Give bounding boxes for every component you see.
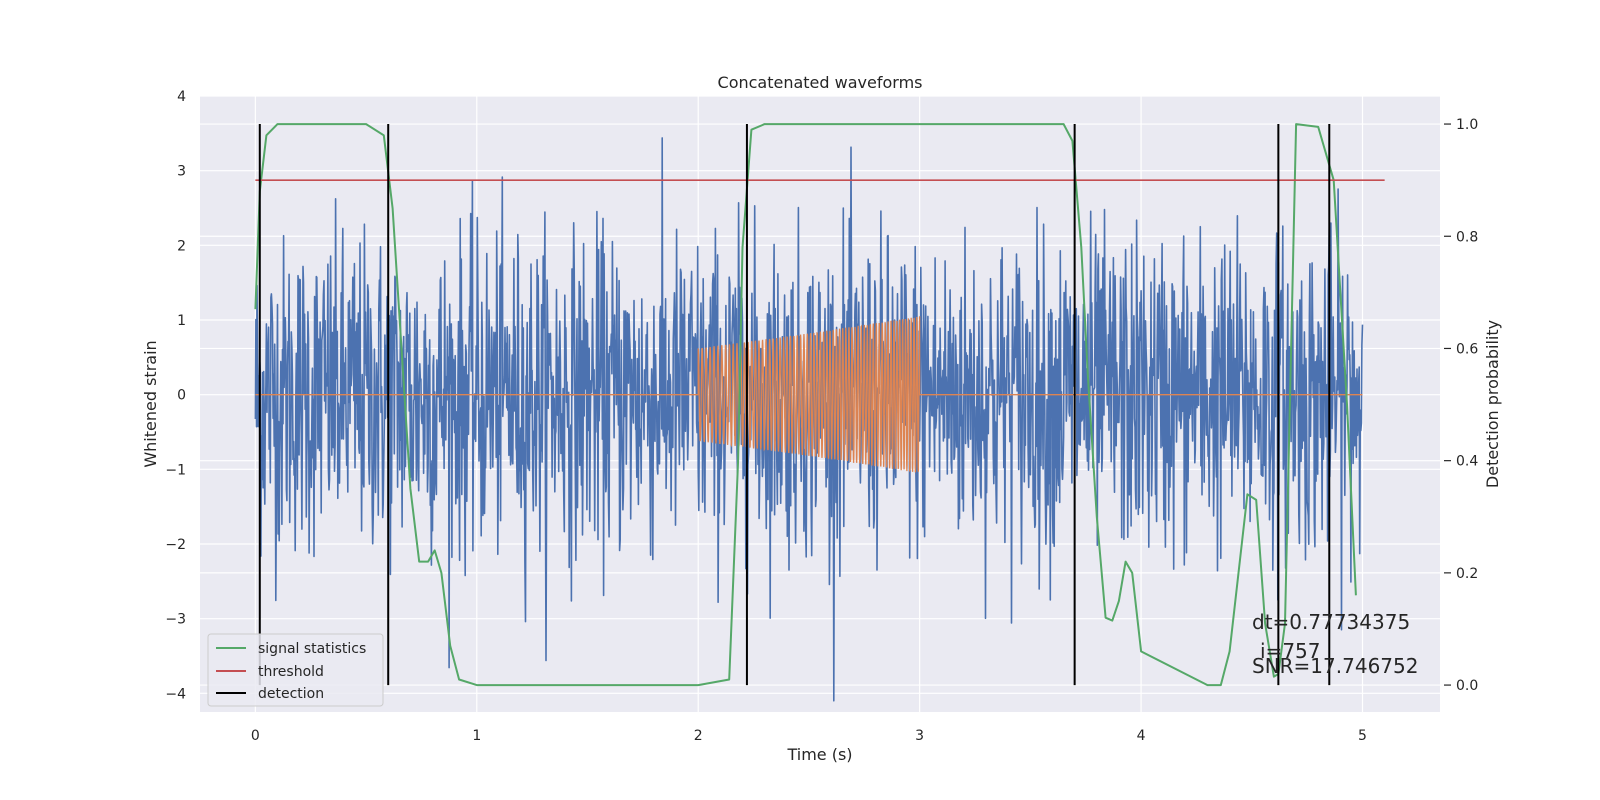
- waveform-line: [255, 316, 1363, 473]
- legend-signal-label: signal statistics: [258, 641, 366, 657]
- strain-series: [254, 137, 1364, 702]
- y-axis-label: Whitened strain: [141, 340, 160, 467]
- waveform-series: [255, 316, 1363, 473]
- y2-axis-label: Detection probability: [1483, 320, 1502, 488]
- y2-tick-label: 0.6: [1456, 341, 1478, 357]
- y-axis-ticks: −4 −3 −2 −1 0 1 2 3 4: [165, 89, 186, 702]
- y-tick-label: 4: [177, 89, 186, 105]
- legend-box: [207, 633, 384, 707]
- y-tick-label: −4: [165, 686, 186, 702]
- y-tick-label: −1: [165, 462, 186, 478]
- x-tick-label: 2: [694, 728, 703, 744]
- x-tick-label: 4: [1137, 728, 1146, 744]
- y-tick-label: −2: [165, 537, 186, 553]
- y-tick-label: 0: [177, 388, 186, 404]
- x-tick-label: 1: [472, 728, 481, 744]
- x-tick-label: 0: [251, 728, 260, 744]
- annotation-snr: SNR=17.746752: [1252, 654, 1418, 678]
- detection-lines: [258, 124, 1331, 686]
- x-axis-ticks: 0 1 2 3 4 5: [251, 728, 1367, 744]
- y-tick-label: −3: [165, 612, 186, 628]
- y2-axis-ticks: 0.0 0.2 0.4 0.6 0.8 1.0: [1444, 117, 1478, 694]
- y-tick-label: 1: [177, 313, 186, 329]
- y2-tick-label: 0.2: [1456, 566, 1478, 582]
- annotation-dt: dt=0.77734375: [1252, 610, 1410, 634]
- y-tick-label: 2: [177, 238, 186, 254]
- y2-tick-label: 0.4: [1456, 454, 1478, 470]
- signal-statistics-series: [254, 123, 1357, 687]
- chart-title: Concatenated waveforms: [718, 73, 923, 92]
- y-tick-label: 3: [177, 164, 186, 180]
- x-tick-label: 5: [1358, 728, 1367, 744]
- x-tick-label: 3: [915, 728, 924, 744]
- legend-threshold-label: threshold: [258, 664, 324, 680]
- y2-tick-label: 1.0: [1456, 117, 1478, 133]
- legend: signal statistics threshold detection: [207, 633, 384, 707]
- annotation-i: i=757: [1260, 639, 1321, 663]
- annotations: dt=0.77734375 i=757 SNR=17.746752: [1252, 610, 1418, 678]
- y2-tick-label: 0.0: [1456, 678, 1478, 694]
- legend-detection-label: detection: [258, 686, 324, 702]
- signal-statistics-line: [254, 123, 1357, 687]
- y2-tick-label: 0.8: [1456, 229, 1478, 245]
- strain-line: [254, 137, 1364, 702]
- x-axis-label: Time (s): [786, 745, 852, 764]
